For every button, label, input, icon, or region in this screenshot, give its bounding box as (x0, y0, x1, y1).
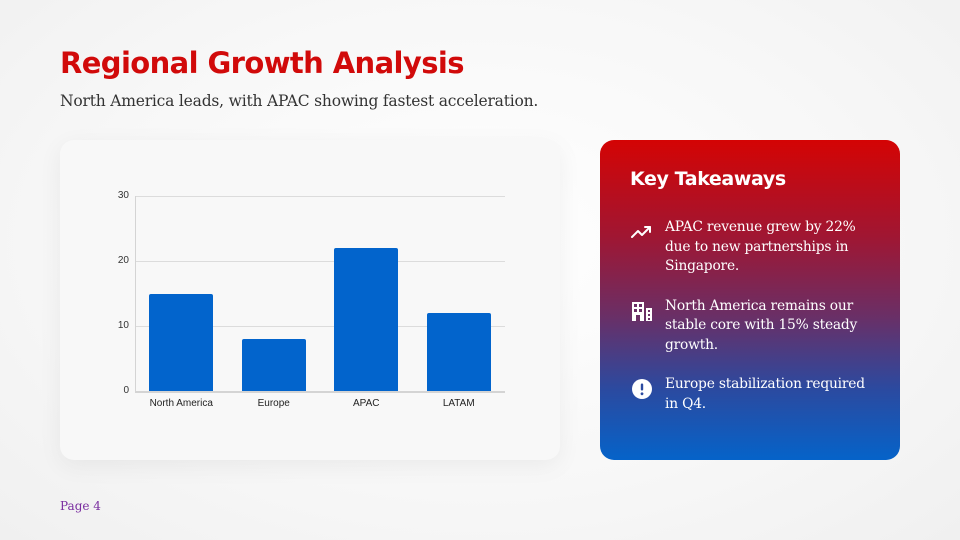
page-subtitle: North America leads, with APAC showing f… (60, 92, 539, 110)
takeaway-item: APAC revenue grew by 22% due to new part… (630, 218, 870, 277)
y-tick-label: 10 (117, 320, 129, 331)
page-number: Page 4 (60, 499, 101, 513)
x-tick-label: Europe (257, 398, 290, 409)
y-axis (135, 196, 136, 391)
x-tick-label: LATAM (442, 398, 475, 409)
takeaway-item: North America remains our stable core wi… (630, 297, 870, 356)
x-tick-label: APAC (353, 398, 380, 409)
bar-latam (426, 313, 491, 391)
gridline (135, 196, 505, 197)
gridline (135, 326, 505, 327)
gridline (135, 261, 505, 262)
bar-europe (241, 339, 306, 391)
bar-chart: 0 10 20 30 North America Europe APAC LATAM (60, 140, 560, 460)
takeaway-text: Europe stabilization required in Q4. (665, 376, 865, 412)
alert-circle-icon (630, 377, 654, 401)
takeaway-text: APAC revenue grew by 22% due to new part… (665, 219, 856, 274)
page-title: Regional Growth Analysis (60, 46, 464, 80)
bar-apac (334, 248, 399, 391)
x-tick-label: North America (149, 398, 213, 409)
trending-up-icon (630, 220, 654, 244)
takeaways-title: Key Takeaways (630, 168, 786, 190)
takeaway-item: Europe stabilization required in Q4. (630, 375, 870, 414)
key-takeaways-card: Key Takeaways APAC revenue grew by 22% d… (600, 140, 900, 460)
y-tick-label: 20 (117, 255, 129, 266)
x-axis (135, 391, 505, 393)
chart-card: 0 10 20 30 North America Europe APAC LATAM (60, 140, 560, 460)
bar-north-america (149, 293, 214, 391)
takeaway-text: North America remains our stable core wi… (665, 297, 858, 353)
building-icon (630, 299, 654, 323)
y-tick-label: 30 (117, 190, 129, 201)
y-tick-label: 0 (123, 385, 129, 396)
